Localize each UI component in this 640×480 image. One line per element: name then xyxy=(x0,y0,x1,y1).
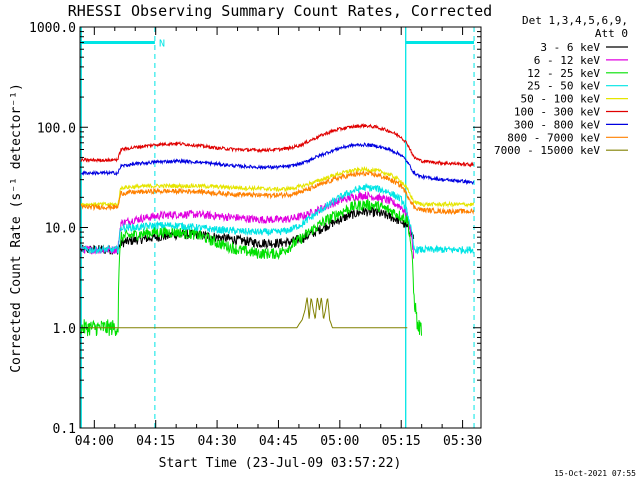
series-line-3-6keV xyxy=(80,205,415,255)
series-line-100-300keV xyxy=(80,122,474,168)
series-line-12-25keV xyxy=(80,198,422,337)
series-line-50-100keV xyxy=(80,165,475,209)
y-tick-label: 10.0 xyxy=(45,222,76,237)
legend-entry-label: 6 - 12 keV xyxy=(534,54,601,67)
x-tick-label: 04:00 xyxy=(75,434,114,449)
series-line-300-800keV xyxy=(80,142,475,186)
y-tick-label: 1.0 xyxy=(53,322,76,337)
legend-entry-label: 25 - 50 keV xyxy=(527,80,600,93)
series-line-6-12keV xyxy=(80,190,415,259)
y-tick-label: 0.1 xyxy=(53,422,76,437)
legend-entry-label: 100 - 300 keV xyxy=(514,106,600,119)
x-tick-label: 04:15 xyxy=(136,434,175,449)
footer-timestamp: 15-Oct-2021 07:55 xyxy=(554,469,636,478)
legend-entry-label: 50 - 100 keV xyxy=(521,93,601,106)
y-axis: 0.1 1.0 10.0 100.0 1000.0 xyxy=(29,21,481,437)
x-tick-label: 04:30 xyxy=(198,434,237,449)
x-tick-label: 05:15 xyxy=(382,434,421,449)
y-axis-label: Corrected Count Rate (s⁻¹ detector⁻¹) xyxy=(9,83,24,373)
legend-header: Att 0 xyxy=(595,27,628,40)
series-line-25-50keV xyxy=(80,182,474,255)
legend-entry-label: 800 - 7000 keV xyxy=(507,131,600,144)
legend-header: Det 1,3,4,5,6,9, xyxy=(522,14,628,27)
x-tick-label: 05:00 xyxy=(320,434,359,449)
x-tick-label: 05:30 xyxy=(443,434,482,449)
legend-entry-label: 7000 - 15000 keV xyxy=(494,144,600,157)
legend-entry-label: 300 - 800 keV xyxy=(514,118,600,131)
night-annotation-label: N xyxy=(159,39,165,50)
legend-entry-label: 12 - 25 keV xyxy=(527,67,600,80)
plot-area: N xyxy=(79,26,482,429)
legend-entry-label: 3 - 6 keV xyxy=(540,41,600,54)
y-tick-label: 100.0 xyxy=(37,121,76,136)
series-line-7000-15000keV xyxy=(81,297,408,329)
x-axis-label: Start Time (23-Jul-09 03:57:22) xyxy=(159,456,402,471)
y-tick-label: 1000.0 xyxy=(29,21,76,36)
series-line-800-7000keV xyxy=(80,170,475,216)
x-tick-label: 04:45 xyxy=(259,434,298,449)
chart-title: RHESSI Observing Summary Count Rates, Co… xyxy=(68,2,492,20)
x-axis: 04:00 04:15 04:30 04:45 05:00 05:15 05:30 xyxy=(75,27,482,449)
